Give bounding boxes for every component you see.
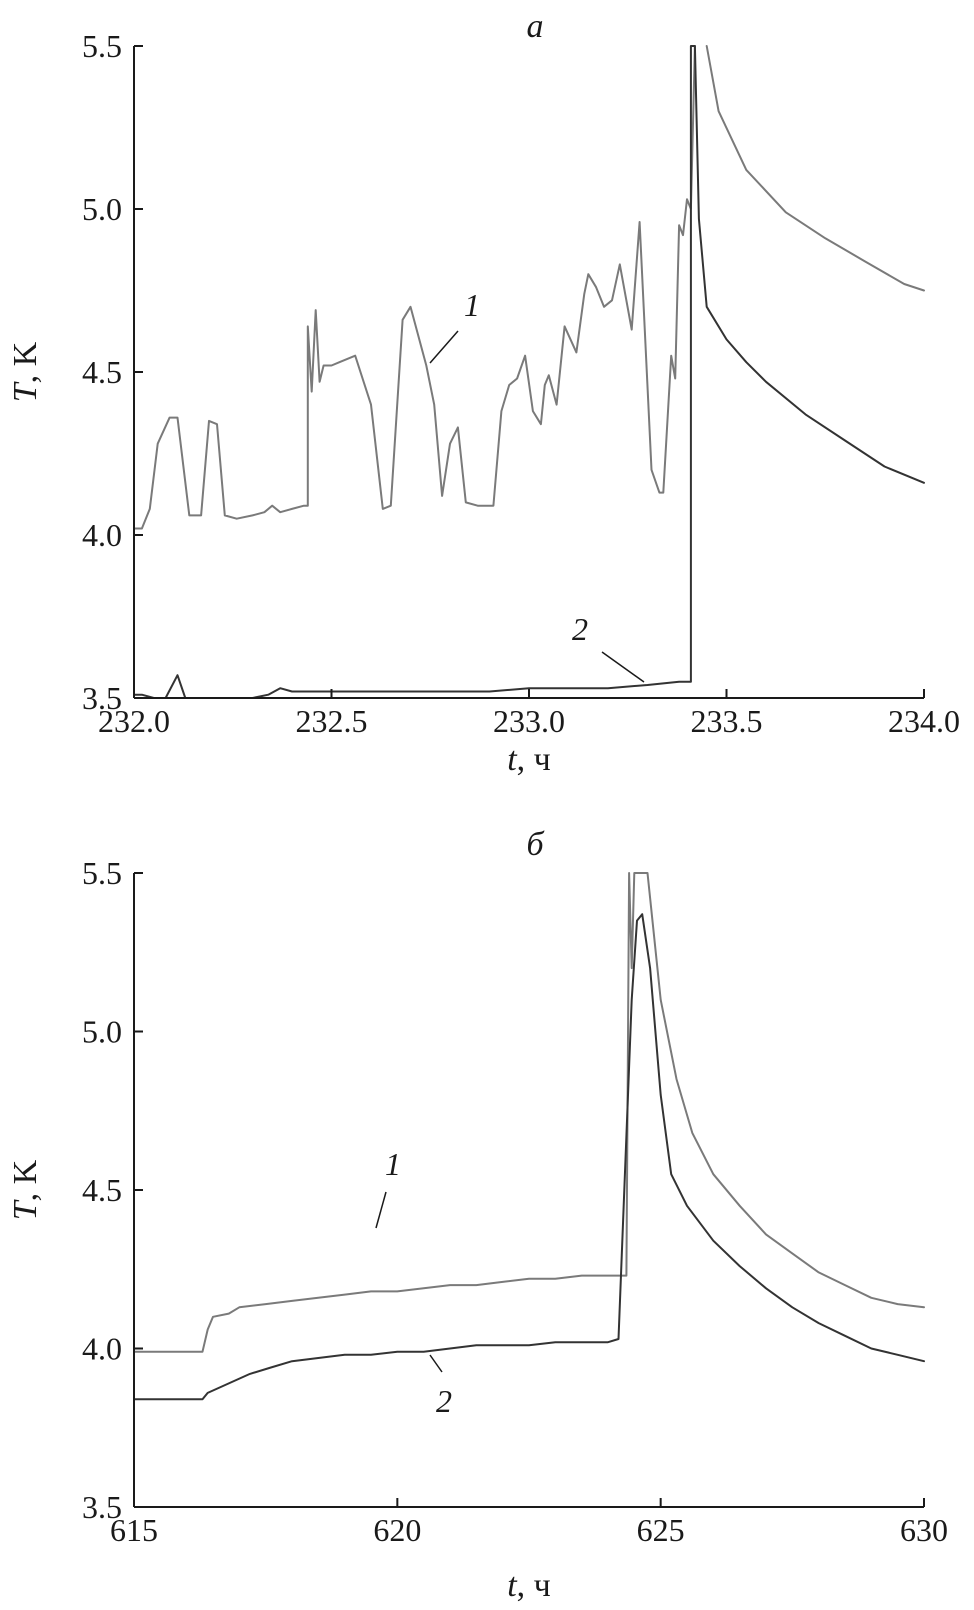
panel-a-x-tick-label: 232.5 — [296, 703, 368, 739]
panel-b-y-label-symbol: T — [7, 1199, 44, 1220]
panel-a-y-tick-label: 4.5 — [82, 354, 122, 390]
panel-b-curves — [133, 872, 925, 1401]
panel-b-ticks: 615 620 625 630 3.5 4.0 4.5 5.0 5.5 — [82, 855, 948, 1548]
panel-a-x-label-symbol: t — [507, 741, 518, 778]
panel-b-curve-2-leader — [429, 1354, 443, 1373]
panel-b-y-tick-label: 4.0 — [82, 1331, 122, 1367]
panel-a-ticks: 232.0 232.5 233.0 233.5 234.0 3.5 4.0 4.5 5.0 5.5 — [82, 28, 960, 739]
panel-b-curve-2-label: 2 — [436, 1383, 452, 1419]
panel-a-x-tick-label: 232.0 — [98, 703, 170, 739]
panel-a-curve-2-leader — [601, 651, 645, 683]
panel-b-y-tick-label: 4.5 — [82, 1172, 122, 1208]
panel-b-x-label-unit: , ч — [517, 1567, 551, 1604]
panel-a-x-tick-label: 234.0 — [888, 703, 960, 739]
panel-a-series-2-line — [133, 45, 925, 699]
panel-b-x-tick-label: 630 — [900, 1512, 948, 1548]
panel-b-x-label: t, ч — [507, 1567, 551, 1604]
panel-a-series-1-line — [705, 45, 925, 292]
panel-a-x-label-unit: , ч — [517, 741, 551, 778]
panel-b-curve-1-leader — [375, 1191, 387, 1229]
panel-a-series-0-line — [133, 45, 696, 530]
panel-b-x-tick-label: 625 — [637, 1512, 685, 1548]
panel-a-curve-1-label: 1 — [464, 287, 480, 323]
panel-a-x-tick-label: 233.0 — [493, 703, 565, 739]
panel-b-series-1-line — [133, 913, 925, 1401]
panel-b-series-0-line — [133, 872, 925, 1353]
panel-a-y-tick-label: 5.5 — [82, 28, 122, 64]
panel-b-letter: б — [526, 826, 545, 863]
panel-a-curve-1-leader — [429, 330, 459, 364]
panel-b-y-tick-label: 3.5 — [82, 1489, 122, 1525]
panel-a-letter: а — [527, 8, 544, 45]
panel-a-y-tick-label: 5.0 — [82, 191, 122, 227]
panel-a-x-label: t, ч — [507, 741, 551, 778]
panel-a-y-tick-label: 4.0 — [82, 517, 122, 553]
panel-a-y-label-symbol: T — [7, 381, 44, 402]
panel-b-x-tick-label: 615 — [110, 1512, 158, 1548]
panel-a-curves — [133, 45, 925, 699]
panel-b-y-label: T, K — [7, 1159, 44, 1220]
panel-b-y-tick-label: 5.0 — [82, 1014, 122, 1050]
panel-b-y-label-unit: , K — [7, 1159, 44, 1201]
panel-a-curve-2-label: 2 — [572, 611, 588, 647]
panel-a-y-label-unit: , K — [7, 341, 44, 383]
panel-a: а 232.0 232.5 233.0 233.5 234.0 3.5 4.0 4.5 5.0 5… — [7, 8, 960, 778]
panel-a-x-tick-label: 233.5 — [691, 703, 763, 739]
panel-b-x-tick-label: 620 — [373, 1512, 421, 1548]
panel-a-y-label: T, K — [7, 341, 44, 402]
panel-a-y-tick-label: 3.5 — [82, 680, 122, 716]
panel-b-x-label-symbol: t — [507, 1567, 518, 1604]
panel-b-curve-1-label: 1 — [385, 1146, 401, 1182]
panel-b-y-tick-label: 5.5 — [82, 855, 122, 891]
